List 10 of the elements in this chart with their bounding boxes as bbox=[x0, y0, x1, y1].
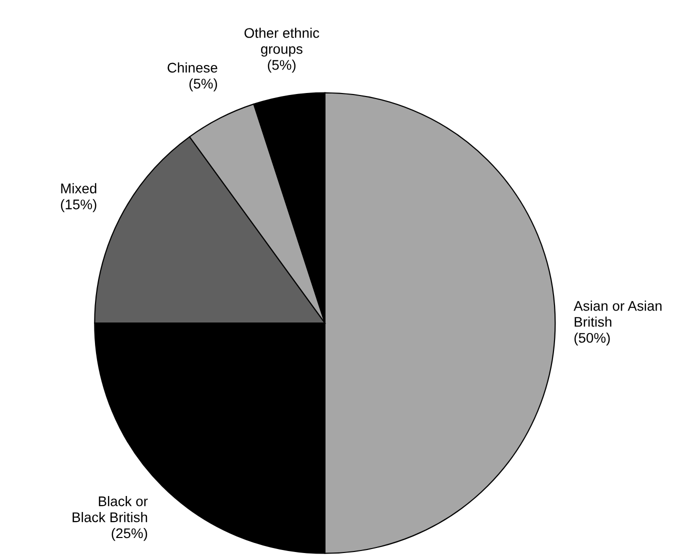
data-label: (5%) bbox=[268, 60, 296, 73]
data-label: (5%) bbox=[189, 78, 218, 92]
slice-label: Asian or Asian British bbox=[574, 300, 662, 327]
slice-label: Black or Black British bbox=[72, 496, 148, 522]
data-label: (25%) bbox=[112, 528, 148, 541]
slice-label: Chinese bbox=[168, 62, 218, 73]
slice-label: Other ethnic groups bbox=[244, 28, 320, 57]
slice-label: Mixed bbox=[61, 183, 96, 194]
data-label: (50%) bbox=[574, 332, 610, 346]
data-label: (15%) bbox=[60, 199, 96, 212]
